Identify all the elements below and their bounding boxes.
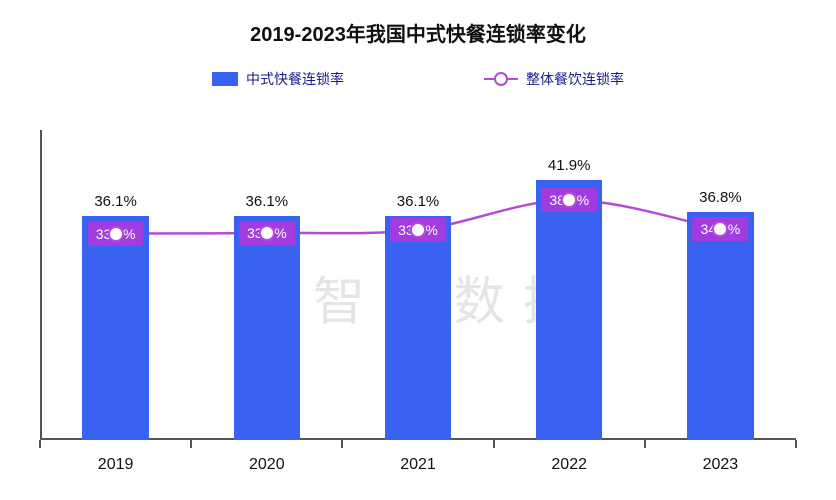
x-axis-label: 2022: [551, 456, 587, 474]
x-tick: [190, 440, 192, 448]
line-marker: [108, 226, 124, 242]
bar: [536, 180, 603, 440]
legend-label-bar: 中式快餐连锁率: [246, 69, 344, 89]
bar-value-label: 41.9%: [548, 157, 591, 174]
legend-item-line: 整体餐饮连锁率: [484, 69, 624, 89]
line-marker: [410, 222, 426, 238]
legend-item-bar: 中式快餐连锁率: [212, 69, 344, 89]
x-axis-label: 2020: [249, 456, 285, 474]
bar-value-label: 36.1%: [246, 193, 289, 210]
plot-area: 辰智大数据 36.1%201936.1%202036.1%202141.9%20…: [40, 130, 796, 440]
x-tick: [39, 440, 41, 448]
bar-value-label: 36.1%: [397, 193, 440, 210]
bar: [687, 212, 754, 440]
x-tick: [795, 440, 797, 448]
x-axis-label: 2023: [703, 456, 739, 474]
line-marker: [561, 192, 577, 208]
chart-title: 2019-2023年我国中式快餐连锁率变化: [0, 0, 836, 47]
legend-label-line: 整体餐饮连锁率: [526, 69, 624, 89]
line-marker: [259, 225, 275, 241]
legend: 中式快餐连锁率 整体餐饮连锁率: [0, 69, 836, 89]
bar-value-label: 36.1%: [94, 193, 137, 210]
x-tick: [644, 440, 646, 448]
bar: [82, 216, 149, 440]
x-tick: [341, 440, 343, 448]
x-axis-label: 2019: [98, 456, 134, 474]
line-marker: [712, 221, 728, 237]
legend-swatch-bar: [212, 72, 238, 86]
bar: [385, 216, 452, 440]
legend-swatch-line: [484, 72, 518, 86]
x-tick: [493, 440, 495, 448]
bar: [234, 216, 301, 440]
bar-value-label: 36.8%: [699, 189, 742, 206]
x-axis-label: 2021: [400, 456, 436, 474]
